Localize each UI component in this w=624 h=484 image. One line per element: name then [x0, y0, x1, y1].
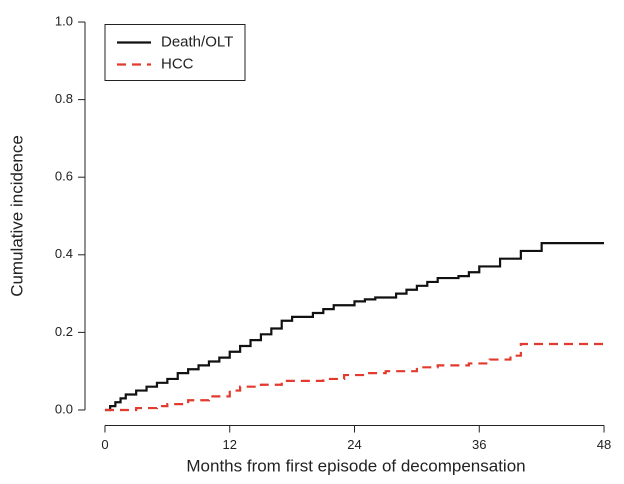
x-tick-label: 24 [347, 437, 361, 452]
x-tick-label: 36 [472, 437, 486, 452]
legend-label: HCC [161, 55, 194, 72]
x-tick-label: 12 [222, 437, 236, 452]
y-tick-label: 0.8 [55, 91, 73, 106]
series-line [104, 242, 605, 412]
y-tick-label: 0.0 [55, 401, 73, 416]
y-axis-label: Cumulative incidence [7, 135, 26, 297]
legend-box [104, 24, 246, 81]
x-axis-label: Months from first episode of decompensat… [186, 456, 525, 475]
legend-label: Death/OLT [161, 33, 233, 50]
y-tick-label: 0.4 [55, 246, 73, 261]
x-tick-label: 0 [101, 437, 108, 452]
series-line [104, 342, 605, 412]
y-tick-label: 0.6 [55, 169, 73, 184]
x-tick-label: 48 [597, 437, 611, 452]
y-tick-label: 0.2 [55, 324, 73, 339]
y-tick-label: 1.0 [55, 13, 73, 28]
